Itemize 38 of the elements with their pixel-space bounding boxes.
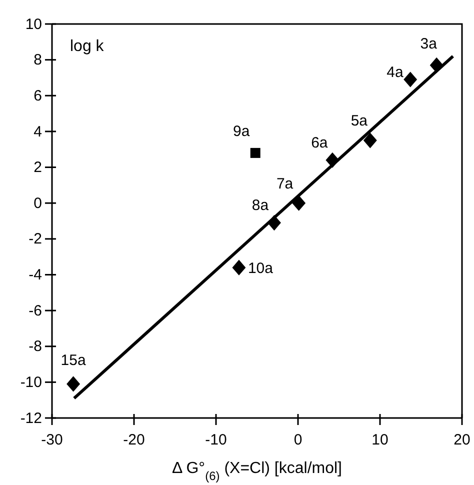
- x-tick-label: 10: [372, 432, 388, 448]
- y-axis-title: log k: [70, 38, 105, 55]
- y-tick-label: -12: [20, 410, 42, 427]
- point: [267, 215, 281, 231]
- y-tick-label: -2: [28, 230, 42, 248]
- y-tick-label: -4: [28, 266, 42, 284]
- y-tick-label: 4: [34, 123, 42, 140]
- annotation: 7a: [276, 175, 294, 192]
- x-tick-label: -10: [205, 432, 227, 448]
- y-tick-label: 10: [25, 16, 42, 33]
- annotation: 3a: [420, 35, 438, 52]
- y-tick-label: 8: [34, 52, 42, 69]
- annotation: 9a: [233, 123, 250, 140]
- annotation: 6a: [311, 134, 328, 152]
- annotation: 15a: [60, 352, 86, 370]
- x-tick-label: 0: [294, 432, 302, 448]
- y-tick-label: 2: [34, 159, 42, 176]
- y-tick-label: 6: [34, 87, 42, 104]
- annotation: 8a: [252, 197, 270, 214]
- annotation: 4a: [386, 64, 404, 81]
- point: [232, 260, 246, 276]
- y-tick-label: -10: [20, 374, 42, 391]
- y-tick-label: -8: [28, 338, 42, 356]
- point: [292, 195, 306, 211]
- annotation: 5a: [350, 112, 368, 130]
- annotation: 10a: [248, 260, 274, 277]
- point: [404, 72, 418, 88]
- x-tick-label: 20: [454, 432, 470, 448]
- x-axis-title: Δ G°$_{(6)}$ (X=Cl) [kcal/mol]: [172, 460, 342, 483]
- y-tick-label: 0: [34, 194, 42, 212]
- point: [66, 376, 80, 392]
- y-tick-label: -6: [28, 302, 42, 320]
- point: [250, 148, 260, 158]
- x-tick-label: -20: [123, 432, 145, 448]
- point: [430, 57, 444, 73]
- x-tick-label: -30: [41, 432, 63, 448]
- point: [326, 152, 340, 168]
- point: [363, 132, 377, 148]
